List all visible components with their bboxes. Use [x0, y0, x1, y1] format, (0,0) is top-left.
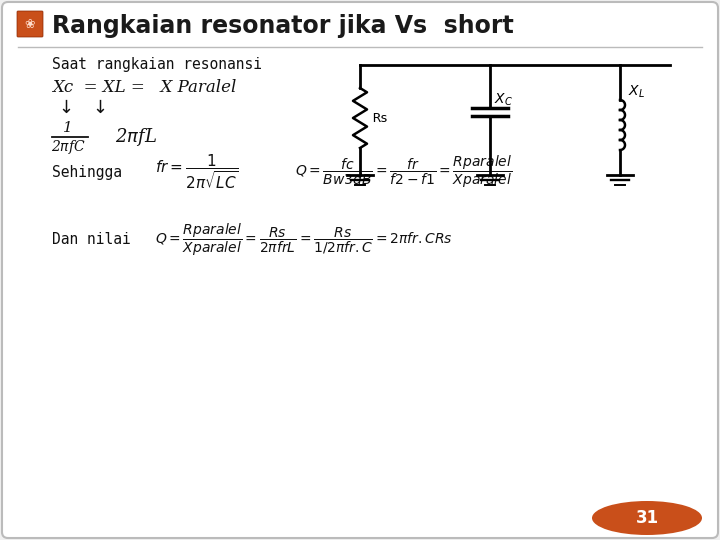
Text: Rs: Rs [372, 111, 388, 125]
Text: ↓: ↓ [58, 99, 73, 117]
Ellipse shape [592, 501, 702, 535]
Text: $fr = \dfrac{1}{2\pi\sqrt{LC}}$: $fr = \dfrac{1}{2\pi\sqrt{LC}}$ [155, 153, 238, 191]
Text: $Q = \dfrac{Rparalel}{Xparalel} = \dfrac{Rs}{2\pi frL} = \dfrac{Rs}{1/2\pi fr.C}: $Q = \dfrac{Rparalel}{Xparalel} = \dfrac… [155, 222, 453, 258]
Text: ↓: ↓ [92, 99, 107, 117]
Text: Sehingga: Sehingga [52, 165, 122, 179]
Text: 2$\pi$fC: 2$\pi$fC [50, 138, 86, 156]
Text: Rangkaian resonator jika Vs  short: Rangkaian resonator jika Vs short [52, 14, 514, 38]
Text: 31: 31 [636, 509, 659, 527]
Text: $X_C$: $X_C$ [494, 92, 513, 108]
Text: ❀: ❀ [24, 17, 35, 30]
Text: Saat rangkaian resonansi: Saat rangkaian resonansi [52, 57, 262, 72]
Text: Xc  = XL =   X Paralel: Xc = XL = X Paralel [52, 79, 236, 97]
Text: $Q = \dfrac{fc}{Bw3dB} = \dfrac{fr}{f2-f1} = \dfrac{Rparalel}{Xparalel}$: $Q = \dfrac{fc}{Bw3dB} = \dfrac{fr}{f2-f… [295, 154, 513, 190]
Text: Dan nilai: Dan nilai [52, 233, 131, 247]
Text: $X_L$: $X_L$ [628, 84, 645, 100]
FancyBboxPatch shape [17, 11, 43, 37]
Text: 2$\pi$fL: 2$\pi$fL [115, 126, 157, 148]
Text: 1: 1 [63, 121, 73, 135]
